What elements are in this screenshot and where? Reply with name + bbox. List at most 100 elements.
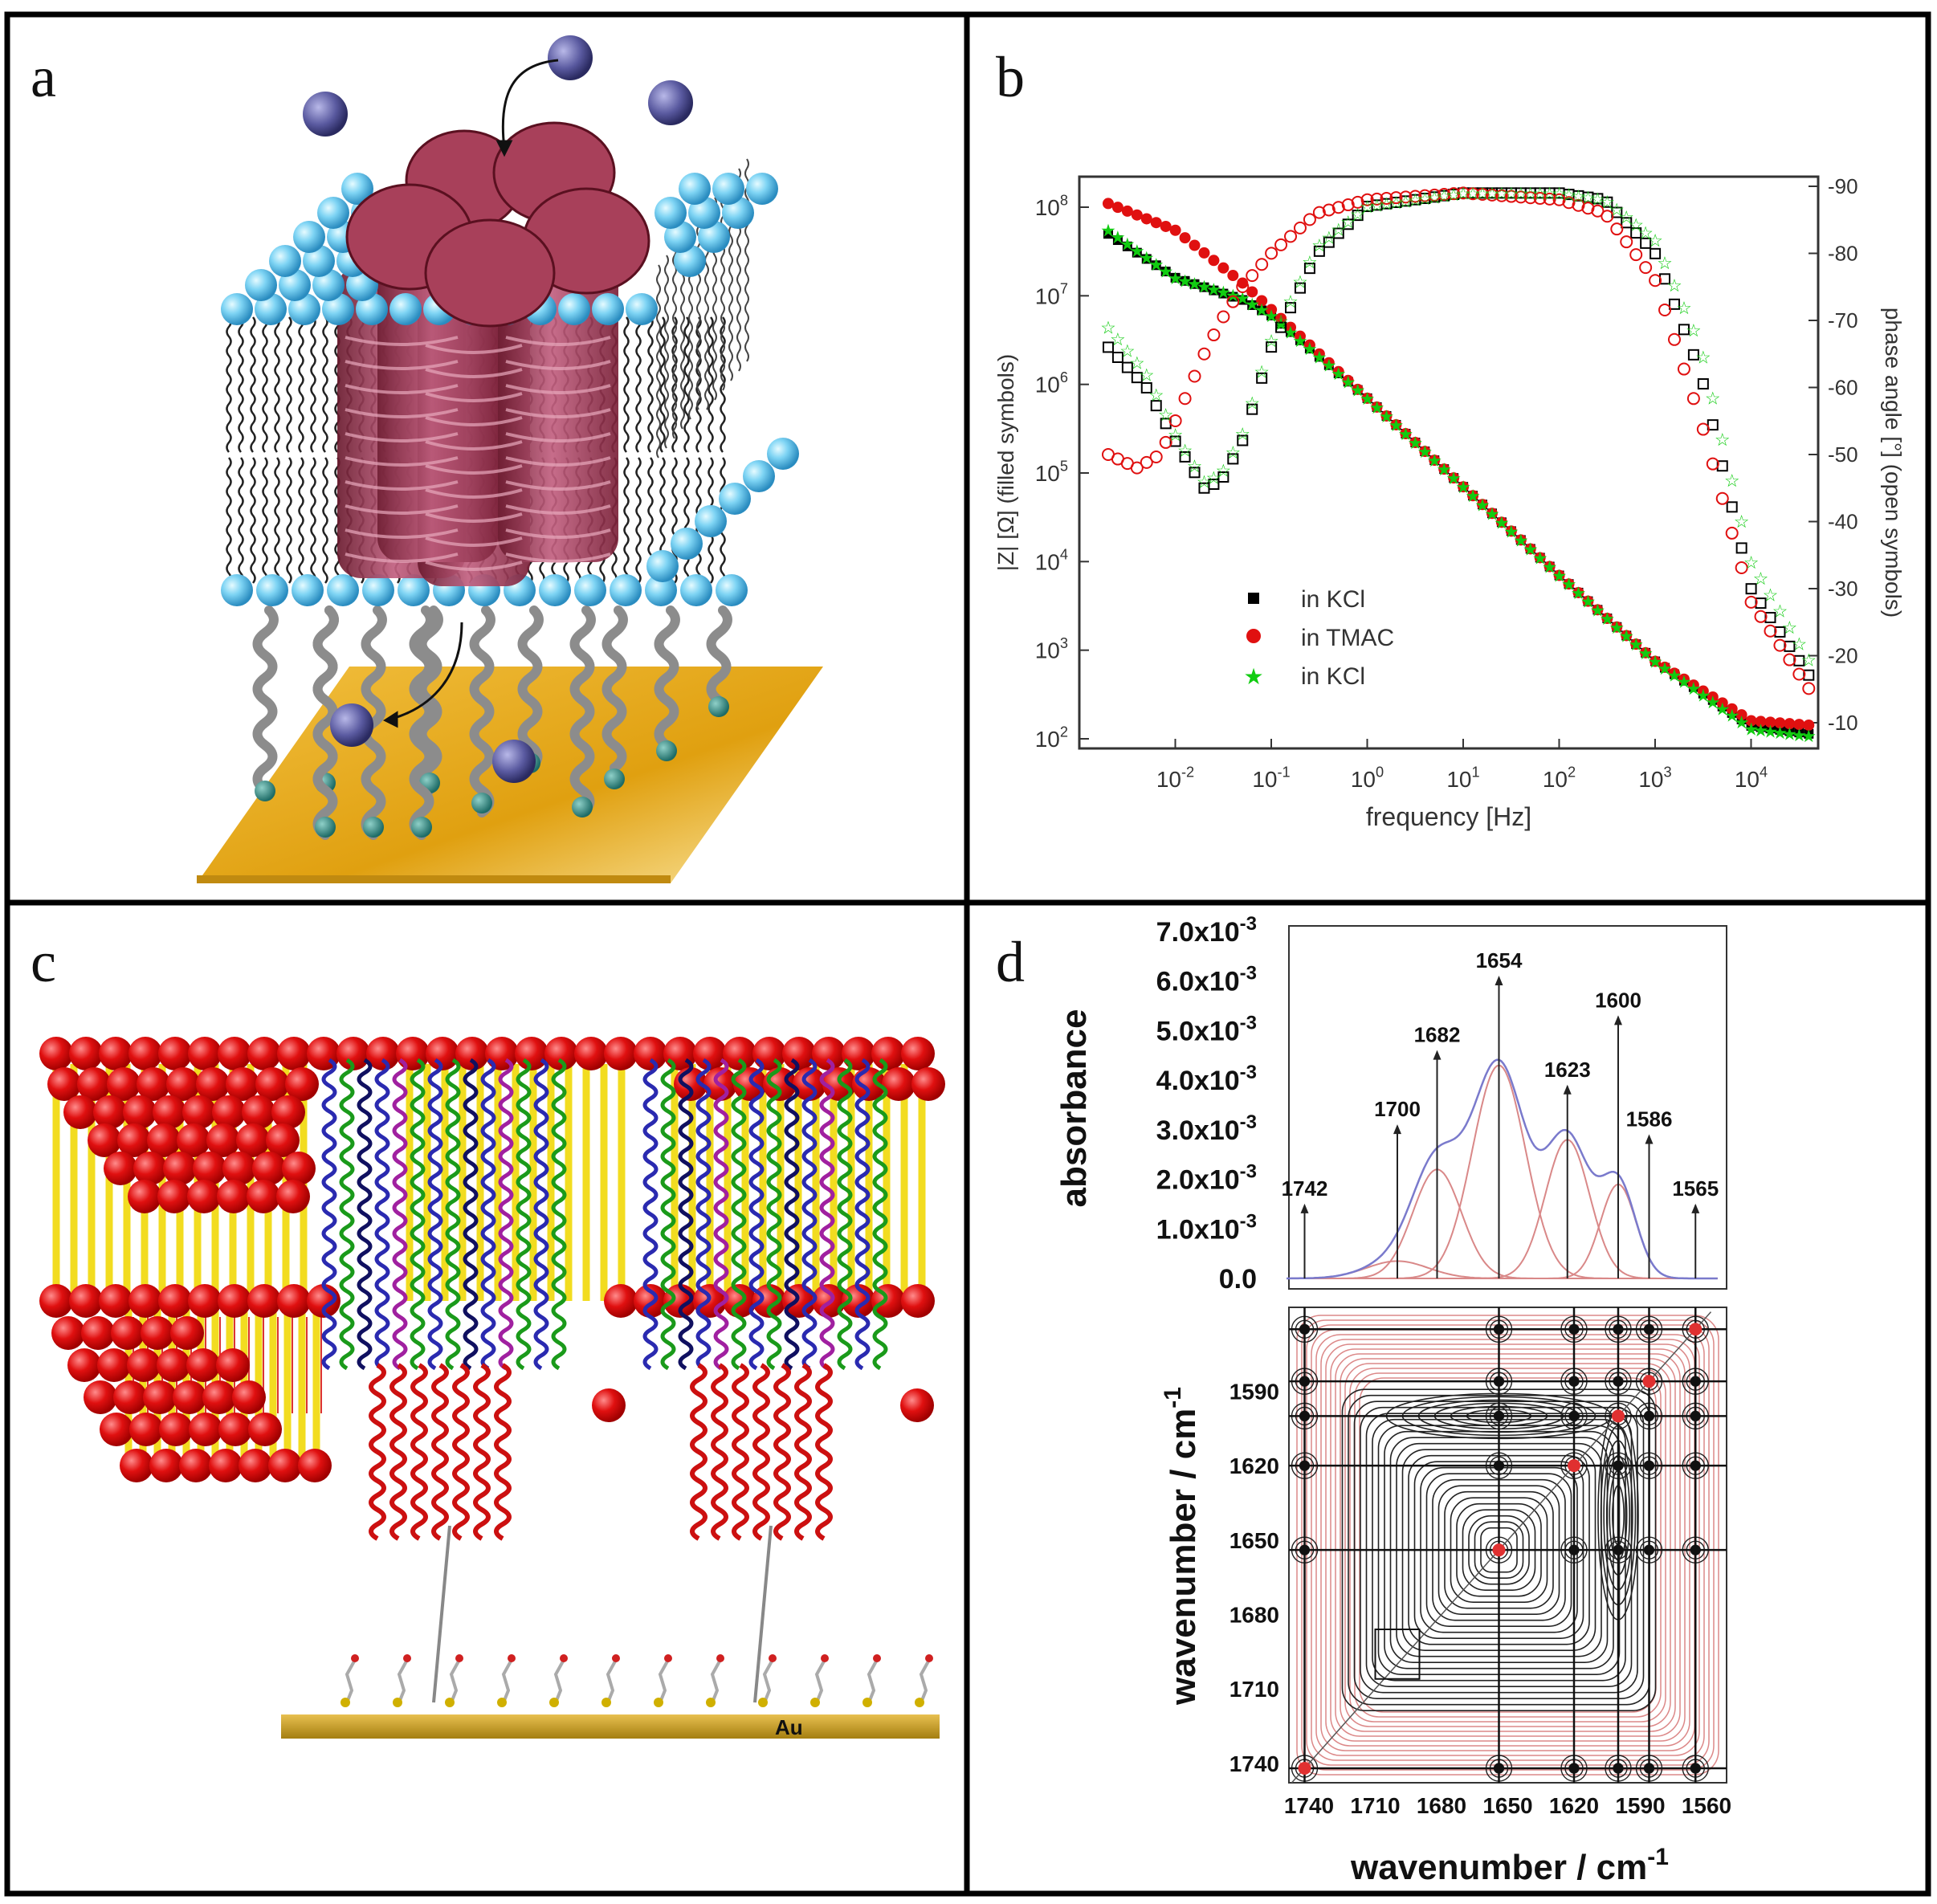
data-point: ★ — [1311, 347, 1327, 367]
cross-peak — [1569, 1545, 1579, 1555]
panel-a-illustration — [197, 35, 823, 883]
data-point — [1802, 682, 1816, 695]
data-point: ★ — [1628, 634, 1644, 654]
y-tick-label: 104 — [1035, 547, 1068, 575]
data-point: ★ — [1197, 277, 1213, 297]
data-point — [1122, 241, 1132, 251]
diagonal-peak — [1642, 1375, 1656, 1388]
legend-label-2: in KCl — [1301, 663, 1365, 690]
data-point — [1227, 453, 1239, 465]
data-point — [1524, 543, 1536, 555]
data-point — [1255, 258, 1269, 271]
data-point — [1179, 451, 1191, 463]
y2-axis-ticks: -10 -20 -30 -40 -50 -60 -70 -80 -90 — [1809, 174, 1858, 735]
data-point: ★ — [1618, 626, 1634, 646]
diagonal-peak — [1689, 1323, 1703, 1336]
data-point: ★ — [1398, 424, 1414, 444]
data-point — [1418, 189, 1432, 202]
series-3 — [1102, 187, 1815, 681]
data-point — [1275, 312, 1287, 324]
data-point — [1102, 341, 1114, 353]
data-point: ★ — [1552, 566, 1568, 586]
negative-contour — [1330, 1348, 1686, 1742]
data-point — [1323, 236, 1335, 248]
data-point: ☆ — [1263, 331, 1279, 351]
cross-peak — [1299, 1545, 1310, 1555]
data-point: ☆ — [1254, 361, 1270, 381]
data-point: ★ — [1158, 261, 1174, 281]
data-point: ★ — [1119, 234, 1136, 255]
data-point — [1170, 272, 1181, 283]
data-point: ★ — [1446, 468, 1462, 488]
data-point — [1601, 196, 1613, 208]
data-point — [1159, 435, 1172, 449]
data-point — [1696, 422, 1710, 436]
data-point — [1151, 260, 1161, 271]
diagonal-peak — [1298, 1762, 1311, 1775]
data-point — [1744, 595, 1758, 609]
data-point: ★ — [1657, 658, 1673, 679]
data-point — [1380, 410, 1393, 422]
x-tick-label: 104 — [1735, 764, 1768, 792]
data-point — [1485, 188, 1499, 202]
data-point: ☆ — [1705, 389, 1721, 409]
data-point: ☆ — [1561, 185, 1577, 205]
data-point — [1553, 569, 1565, 581]
data-point — [1457, 186, 1470, 200]
y-tick-label: 4.0x10-3 — [1156, 1062, 1257, 1096]
data-point: ★ — [1513, 530, 1529, 550]
y2-tick-label: -60 — [1828, 376, 1858, 400]
data-point — [1380, 192, 1393, 206]
data-point: ★ — [1100, 221, 1116, 241]
cross-peak — [1644, 1763, 1654, 1773]
data-point — [1476, 188, 1490, 202]
data-point — [1715, 491, 1729, 505]
data-point — [1745, 715, 1757, 727]
peak-annotations: 1742 1700 1682 1654 1623 1600 1586 1565 — [1282, 948, 1719, 1278]
data-point: ☆ — [1197, 471, 1213, 491]
data-point — [1773, 638, 1787, 652]
data-point: ☆ — [1350, 205, 1366, 225]
data-point: ☆ — [1618, 207, 1634, 227]
data-point: ★ — [1331, 364, 1347, 384]
data-point — [1284, 230, 1298, 243]
data-point — [1764, 716, 1776, 728]
au-label: Au — [775, 1715, 803, 1739]
data-point: ★ — [1254, 300, 1270, 320]
data-point — [1726, 703, 1738, 715]
y-tick-label: 1740 — [1229, 1751, 1279, 1776]
data-point — [1592, 604, 1604, 616]
data-point — [1610, 222, 1624, 236]
data-point: ☆ — [1446, 185, 1462, 205]
data-point: ☆ — [1129, 353, 1145, 373]
data-point: ★ — [1148, 255, 1164, 275]
data-point: ★ — [1302, 339, 1318, 359]
y-tick-label: 1680 — [1229, 1602, 1279, 1627]
data-point: ☆ — [1302, 252, 1318, 272]
data-point — [1209, 285, 1219, 296]
data-point: ☆ — [1532, 183, 1548, 203]
cross-peak — [1644, 1324, 1654, 1335]
data-point — [1783, 653, 1796, 667]
y-axis-label: |Z| [Ω] (filled symbols) — [993, 354, 1018, 571]
data-point: ☆ — [1503, 183, 1519, 203]
data-point — [1266, 304, 1278, 316]
data-point — [1112, 235, 1123, 246]
data-point — [1208, 479, 1220, 491]
2d-crosspeak-grid — [1289, 1307, 1727, 1783]
data-point — [1784, 726, 1795, 736]
data-point — [1342, 218, 1354, 230]
data-point — [1189, 467, 1201, 479]
data-point: ★ — [1465, 486, 1481, 506]
protein-left — [321, 1058, 567, 1541]
negative-contour — [1325, 1343, 1690, 1747]
x-tick-label: 1650 — [1482, 1793, 1532, 1818]
gold-surface — [281, 1714, 940, 1739]
data-point: ★ — [1542, 557, 1558, 577]
data-point: ☆ — [1426, 187, 1442, 207]
cross-peak — [1494, 1411, 1504, 1421]
data-point — [1505, 525, 1517, 537]
cross-peak — [1299, 1376, 1310, 1387]
y-tick-label: 105 — [1035, 458, 1068, 486]
data-point — [1197, 347, 1211, 361]
